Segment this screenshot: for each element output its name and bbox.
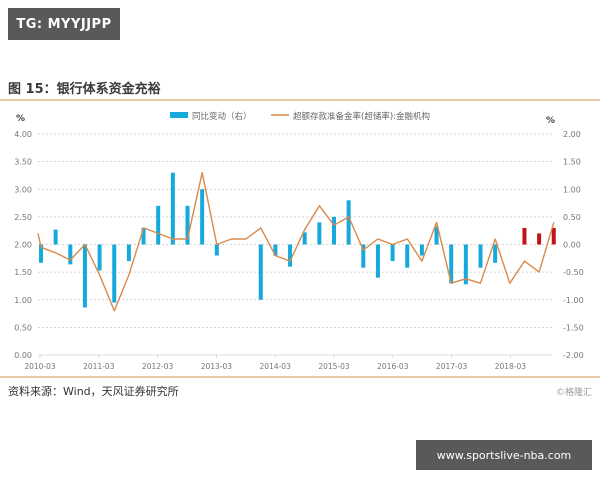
x-axis-tick: 2014-03	[260, 362, 292, 371]
x-axis-tick: 2011-03	[83, 362, 115, 371]
website-banner[interactable]: www.sportslive-nba.com	[416, 440, 592, 470]
divider-bottom	[0, 376, 600, 378]
reserve-ratio-line	[37, 171, 555, 312]
bar	[82, 244, 87, 308]
left-axis-tick: 3.00	[14, 185, 32, 194]
bar	[405, 244, 410, 268]
bar	[112, 244, 117, 303]
credit-label: ©格隆汇	[555, 388, 592, 398]
bar	[346, 200, 351, 245]
legend-bar-label: 同比变动（右）	[192, 111, 252, 122]
right-axis-tick: 0.00	[563, 241, 581, 250]
left-axis-tick: 4.00	[14, 130, 32, 139]
bar	[434, 226, 439, 245]
bar	[449, 244, 454, 284]
line-series	[37, 171, 555, 312]
source-note: 资料来源：Wind，天风证券研究所	[8, 385, 179, 398]
figure-title: 图 15：银行体系资金充裕	[8, 82, 161, 97]
svg-text:%: %	[546, 116, 555, 126]
right-axis-tick: 2.00	[563, 130, 581, 139]
bar-series	[39, 172, 556, 308]
bar	[141, 227, 146, 245]
bar	[53, 229, 58, 245]
bar	[522, 227, 527, 245]
bar	[258, 244, 263, 300]
left-axis-tick: 0.00	[14, 351, 32, 360]
watermark-tag: TG: MYYJJPP	[8, 8, 120, 40]
bar	[463, 244, 468, 285]
bar	[126, 244, 131, 262]
left-axis-tick: 2.00	[14, 241, 32, 250]
legend: 同比变动（右） 超额存款准备金率(超储率):金融机构	[170, 111, 430, 122]
bar	[156, 205, 161, 245]
bar	[493, 244, 498, 263]
left-axis-tick: 0.50	[14, 323, 32, 332]
right-axis-tick: 1.50	[563, 158, 581, 167]
bar	[551, 227, 556, 245]
right-axis-tick: 1.00	[563, 185, 581, 194]
chart: 同比变动（右） 超额存款准备金率(超储率):金融机构 % % 4.00 2.00 3.50…	[14, 111, 584, 371]
x-axis-tick: 2010-03	[24, 362, 56, 371]
x-axis-tick: 2013-03	[201, 362, 233, 371]
right-axis-tick: -1.50	[563, 323, 584, 332]
bar	[214, 244, 219, 256]
left-axis-tick: 2.50	[14, 213, 32, 222]
right-axis-tick: -2.00	[563, 351, 584, 360]
bar	[68, 244, 73, 265]
bar	[390, 244, 395, 262]
right-axis-tick: -0.50	[563, 268, 584, 277]
svg-text:%: %	[16, 114, 25, 124]
bar	[200, 189, 205, 245]
left-axis-tick: 3.50	[14, 158, 32, 167]
bar	[332, 216, 336, 245]
bar	[537, 233, 542, 245]
legend-line-label: 超额存款准备金率(超储率):金融机构	[293, 111, 430, 122]
bar	[375, 244, 380, 278]
x-axis-tick: 2016-03	[377, 362, 409, 371]
bar	[273, 244, 278, 256]
bar	[97, 244, 102, 271]
bar	[317, 222, 322, 245]
bar	[170, 172, 175, 245]
left-axis-tick: 1.00	[14, 296, 32, 305]
x-axis-tick: 2012-03	[142, 362, 174, 371]
bar	[39, 244, 43, 263]
x-axis-tick: 2015-03	[318, 362, 350, 371]
x-axis-tick: 2018-03	[495, 362, 527, 371]
right-axis-tick: -1.00	[563, 296, 584, 305]
bar	[185, 205, 190, 245]
bar	[478, 244, 483, 268]
x-axis-tick: 2017-03	[436, 362, 468, 371]
bar	[361, 244, 366, 268]
legend-bar-swatch	[170, 112, 188, 118]
divider-top	[0, 99, 600, 101]
left-axis-tick: 1.50	[14, 268, 32, 277]
bar	[419, 244, 424, 256]
bar	[302, 232, 307, 245]
right-axis-tick: 0.50	[563, 213, 581, 222]
bar	[288, 244, 293, 267]
